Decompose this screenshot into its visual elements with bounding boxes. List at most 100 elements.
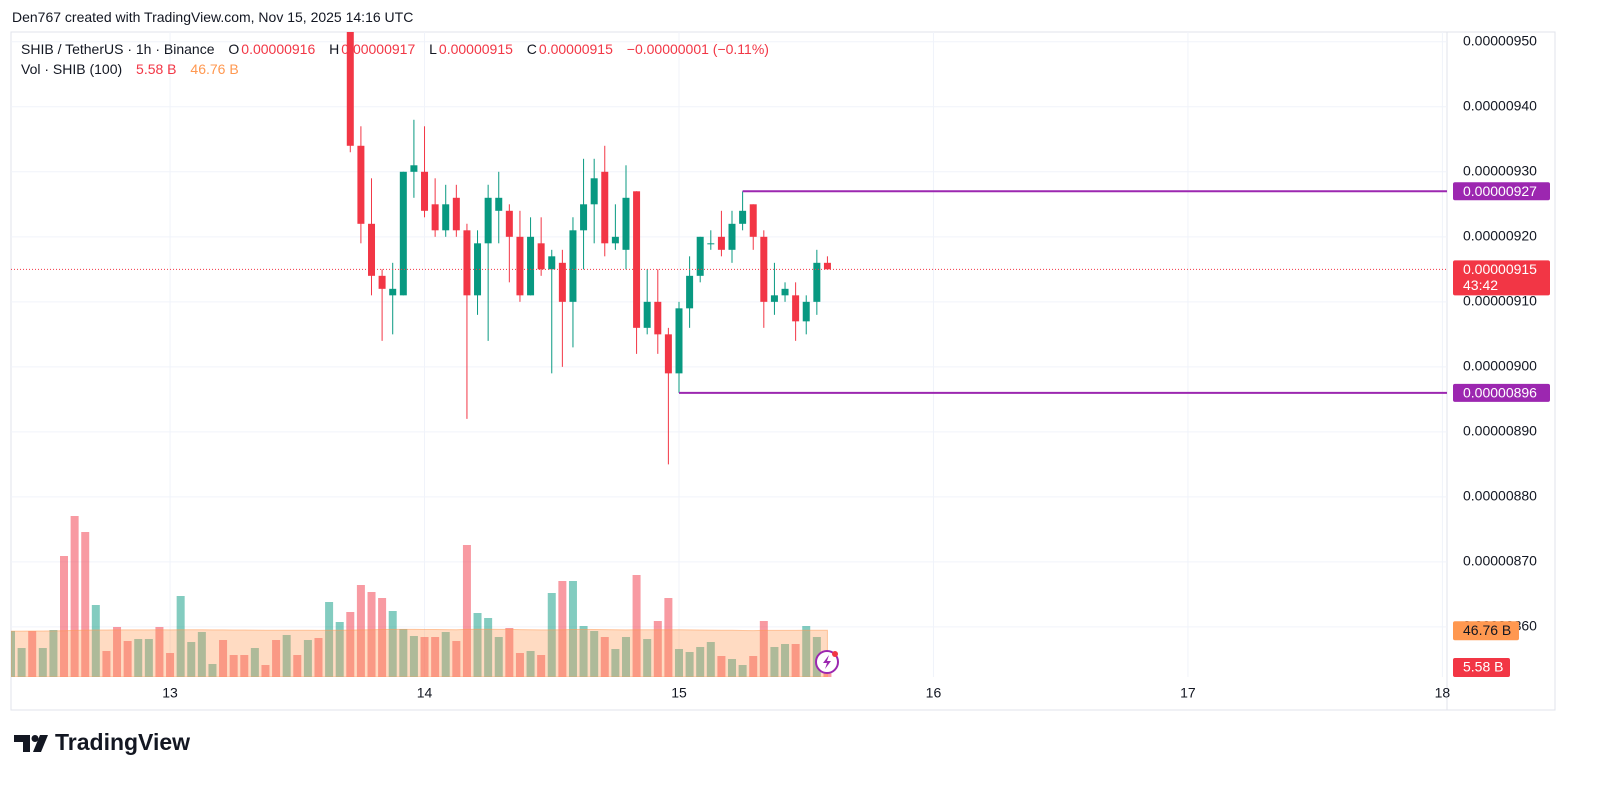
candle-body	[368, 223, 376, 276]
candle-body	[633, 191, 641, 328]
volume-bar	[134, 639, 143, 677]
level-badge	[1453, 383, 1550, 402]
candle-body	[569, 230, 577, 302]
volume-bar	[717, 656, 726, 677]
volume-bar	[388, 611, 397, 677]
y-tick-label: 0.00000890	[1463, 423, 1537, 439]
volume-bar	[113, 627, 122, 677]
volume-bar	[802, 626, 811, 677]
volume-bar	[28, 631, 37, 677]
volume-bar	[293, 655, 302, 677]
candle-body	[802, 301, 810, 322]
candle-body	[590, 178, 598, 205]
y-tick-label: 0.00000940	[1463, 97, 1537, 113]
volume-bar	[367, 592, 376, 677]
candle-body	[558, 262, 566, 302]
volume-bar	[664, 598, 673, 677]
volume-bar	[728, 659, 737, 677]
volume-bar	[653, 621, 662, 677]
candle-body	[707, 243, 715, 245]
volume-name: Vol · SHIB (100)	[21, 61, 123, 77]
x-tick-label: 17	[1180, 685, 1196, 701]
candle-body	[643, 301, 651, 328]
volume-bar	[749, 656, 758, 677]
candle-body	[696, 236, 704, 276]
candle-body	[675, 308, 683, 374]
candle-body	[527, 236, 535, 296]
replay-icon	[815, 650, 839, 674]
candle-body	[389, 288, 397, 296]
volume-bar	[420, 637, 429, 677]
candle-body	[442, 204, 450, 231]
volume-bar	[325, 602, 334, 677]
volume-bar	[17, 648, 26, 677]
candle-body	[749, 204, 757, 237]
volume-bar	[356, 585, 365, 677]
volume-bar	[590, 631, 599, 677]
volume-bar	[102, 651, 111, 677]
candle-body	[601, 171, 609, 244]
candle-body	[378, 275, 386, 289]
volume-bar	[484, 618, 493, 677]
volume-bar	[759, 621, 768, 677]
candle-body	[548, 256, 556, 270]
y-tick-label: 0.00000910	[1463, 293, 1537, 309]
volume-bar	[208, 664, 217, 677]
volume-bar	[282, 635, 291, 677]
volume-bar	[335, 622, 344, 677]
volume-bar	[537, 655, 546, 677]
volume-bar	[643, 639, 652, 677]
volume-bar	[123, 641, 132, 677]
candle-body	[686, 275, 694, 309]
volume-ma-badge	[1453, 621, 1519, 641]
volume-bar	[60, 556, 69, 677]
low-value: 0.00000915	[438, 41, 513, 57]
y-tick-label: 0.00000920	[1463, 228, 1537, 244]
volume-bar	[515, 653, 524, 677]
candle-body	[611, 236, 619, 244]
volume-bar	[547, 593, 556, 677]
brand-logo	[14, 735, 48, 752]
candle-body	[346, 32, 354, 146]
volume-bar	[791, 644, 800, 677]
volume-badge	[1453, 658, 1510, 677]
candle-body	[410, 165, 418, 172]
volume-ma-value: 46.76 B	[190, 61, 239, 77]
y-tick-label: 0.00000900	[1463, 358, 1537, 374]
volume-bar	[155, 627, 164, 677]
volume-bar	[685, 652, 694, 677]
symbol: SHIB / TetherUS · 1h · Binance	[21, 41, 215, 57]
volume-bar	[632, 575, 641, 677]
countdown: 43:42	[1463, 277, 1498, 293]
volume-bar	[11, 631, 15, 677]
candle-body	[474, 243, 482, 296]
volume-bar	[431, 637, 440, 677]
volume-bar	[706, 642, 715, 677]
volume-bar	[176, 596, 185, 677]
volume-ma-label: 46.76 B	[1463, 622, 1511, 638]
y-tick-label: 0.00000950	[1463, 32, 1537, 48]
volume-value: 5.58 B	[136, 61, 177, 77]
volume-bar	[81, 532, 90, 677]
volume-bar	[409, 636, 418, 677]
x-tick-label: 13	[162, 685, 178, 701]
volume-bar	[250, 648, 259, 677]
ohlc-label: H	[329, 41, 340, 57]
candle-body	[399, 171, 407, 296]
volume-bar	[738, 665, 747, 677]
ohlc-label: C	[526, 41, 537, 57]
plot-area	[11, 32, 1447, 677]
volume-ma-area	[11, 628, 828, 677]
volume-bar	[674, 649, 683, 677]
candle-body	[463, 230, 471, 296]
candle-body	[505, 210, 513, 237]
volume-bar	[91, 605, 100, 677]
volume-bar	[526, 651, 535, 677]
volume-bar	[187, 642, 196, 677]
candle-body	[495, 197, 503, 211]
volume-bar	[781, 644, 790, 677]
axes: 0.00000950 0.00000940 0.00000930 0.00000920…	[162, 32, 1550, 701]
volume-bar	[166, 653, 175, 677]
